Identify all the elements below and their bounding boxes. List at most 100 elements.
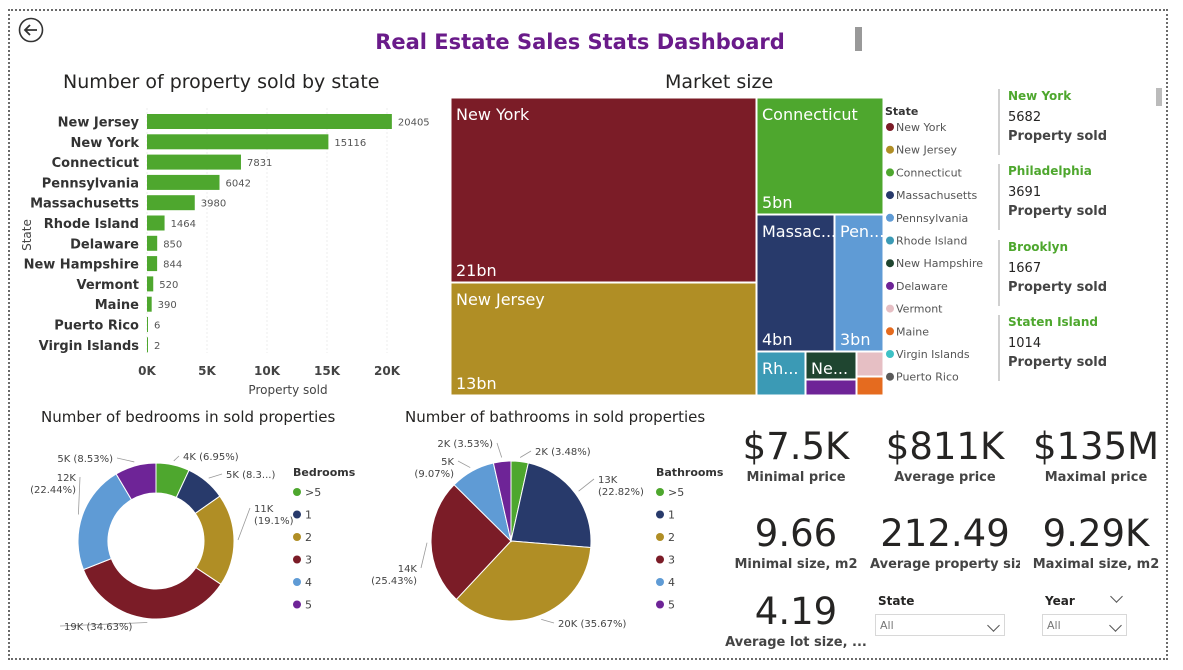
legend-item[interactable]: 3 <box>305 554 312 567</box>
pie-slice[interactable] <box>492 460 512 542</box>
legend-marker[interactable] <box>886 327 894 336</box>
y-tick-label: New Hampshire <box>24 258 140 273</box>
legend-item[interactable]: 4 <box>305 576 312 589</box>
legend-marker[interactable] <box>293 533 301 541</box>
treemap-title: Market size <box>665 71 774 93</box>
legend-marker[interactable] <box>886 168 894 177</box>
legend-item[interactable]: 2 <box>305 531 312 544</box>
legend-marker[interactable] <box>293 600 301 609</box>
legend-marker[interactable] <box>656 578 664 586</box>
data-label: 15116 <box>334 138 366 149</box>
bar[interactable] <box>147 235 158 251</box>
legend-marker[interactable] <box>886 304 894 313</box>
slice-data-label: 2K (3.53%) <box>437 439 493 450</box>
legend-item[interactable]: >5 <box>668 486 684 499</box>
treemap-tile[interactable] <box>756 351 806 396</box>
bar[interactable] <box>147 296 152 312</box>
treemap-tile[interactable] <box>756 97 884 215</box>
legend-marker[interactable] <box>656 510 664 519</box>
data-label: 390 <box>158 300 177 311</box>
chevron-down-icon <box>987 619 1000 632</box>
legend-item[interactable]: Maine <box>896 325 929 338</box>
leader-line <box>420 542 428 569</box>
y-tick-label: Rhode Island <box>44 217 139 232</box>
legend-marker[interactable] <box>886 372 894 381</box>
treemap-tile[interactable] <box>805 351 857 380</box>
kpi-card: $7.5K Minimal price <box>721 425 871 485</box>
legend-marker[interactable] <box>886 259 894 268</box>
legend-item[interactable]: 1 <box>668 509 675 522</box>
state-slicer-dropdown[interactable]: All <box>875 614 1005 636</box>
treemap-tile[interactable] <box>756 214 835 352</box>
legend-marker[interactable] <box>656 533 664 541</box>
treemap-tile[interactable] <box>882 393 885 396</box>
legend-item[interactable]: New York <box>896 121 947 134</box>
bar[interactable] <box>147 215 165 231</box>
bar[interactable] <box>147 134 329 150</box>
back-arrow-icon[interactable] <box>18 17 44 43</box>
bar[interactable] <box>147 195 195 211</box>
legend-marker[interactable] <box>886 191 894 200</box>
bar[interactable] <box>147 174 220 190</box>
legend-marker[interactable] <box>886 350 894 358</box>
legend-item[interactable]: New Jersey <box>896 144 958 157</box>
legend-item[interactable]: Delaware <box>896 280 948 293</box>
legend-marker[interactable] <box>656 555 664 564</box>
year-slicer-dropdown[interactable]: All <box>1042 614 1127 636</box>
card-scroll-handle[interactable] <box>1156 88 1162 106</box>
card-city: Philadelphia <box>1008 164 1092 178</box>
legend-marker[interactable] <box>293 488 301 496</box>
bar[interactable] <box>147 337 148 353</box>
pie-slice[interactable] <box>82 557 222 620</box>
legend-item[interactable]: 1 <box>305 509 312 522</box>
x-tick-label: 5K <box>198 364 216 378</box>
legend-item[interactable]: 3 <box>668 554 675 567</box>
legend-marker[interactable] <box>886 145 894 154</box>
legend-marker[interactable] <box>656 600 664 609</box>
treemap-tile[interactable] <box>805 379 857 396</box>
legend-item[interactable]: >5 <box>305 486 321 499</box>
pie-slice[interactable] <box>510 462 592 549</box>
bar[interactable] <box>147 154 241 170</box>
legend-item[interactable]: Connecticut <box>896 166 963 179</box>
legend-item[interactable]: 5 <box>305 599 312 612</box>
legend-title: Bathrooms <box>656 466 724 479</box>
legend-item[interactable]: Pennsylvania <box>896 212 968 225</box>
treemap-tile[interactable] <box>856 376 884 396</box>
bar[interactable] <box>147 114 392 129</box>
legend-marker[interactable] <box>886 213 894 222</box>
treemap-tile[interactable] <box>450 97 757 283</box>
legend-marker[interactable] <box>886 281 894 290</box>
legend-item[interactable]: Vermont <box>896 303 943 316</box>
legend-marker[interactable] <box>293 578 301 586</box>
kpi-label: Average property siz... <box>870 557 1020 572</box>
legend-marker[interactable] <box>656 488 664 496</box>
legend-marker[interactable] <box>886 236 894 245</box>
legend-item[interactable]: New Hampshire <box>896 257 983 270</box>
bar[interactable] <box>147 256 158 272</box>
legend-marker[interactable] <box>293 510 301 519</box>
legend-item[interactable]: Virgin Islands <box>896 348 970 361</box>
legend-item[interactable]: Puerto Rico <box>896 371 959 384</box>
legend-marker[interactable] <box>886 123 894 131</box>
pie-slice[interactable] <box>77 473 133 571</box>
legend-item[interactable]: 5 <box>668 599 675 612</box>
bar[interactable] <box>147 317 148 332</box>
treemap-tile[interactable] <box>856 351 884 377</box>
state-slicer-value: All <box>880 619 894 632</box>
legend-item[interactable]: Rhode Island <box>896 235 967 248</box>
bar[interactable] <box>147 276 154 292</box>
legend-item[interactable]: 2 <box>668 531 675 544</box>
pie-slice[interactable] <box>115 462 157 501</box>
legend-item[interactable]: Massachusetts <box>896 189 978 202</box>
pie-slice[interactable] <box>455 540 592 622</box>
leader-line <box>496 442 503 458</box>
treemap-tile[interactable] <box>450 282 757 396</box>
scroll-handle[interactable] <box>855 27 862 51</box>
slice-data-label: 5K <box>441 457 454 468</box>
legend-item[interactable]: 4 <box>668 576 675 589</box>
kpi-label: Average lot size, ... <box>725 635 867 650</box>
treemap-tile[interactable] <box>834 214 884 352</box>
pie-slice[interactable] <box>430 484 512 601</box>
legend-marker[interactable] <box>293 555 301 564</box>
